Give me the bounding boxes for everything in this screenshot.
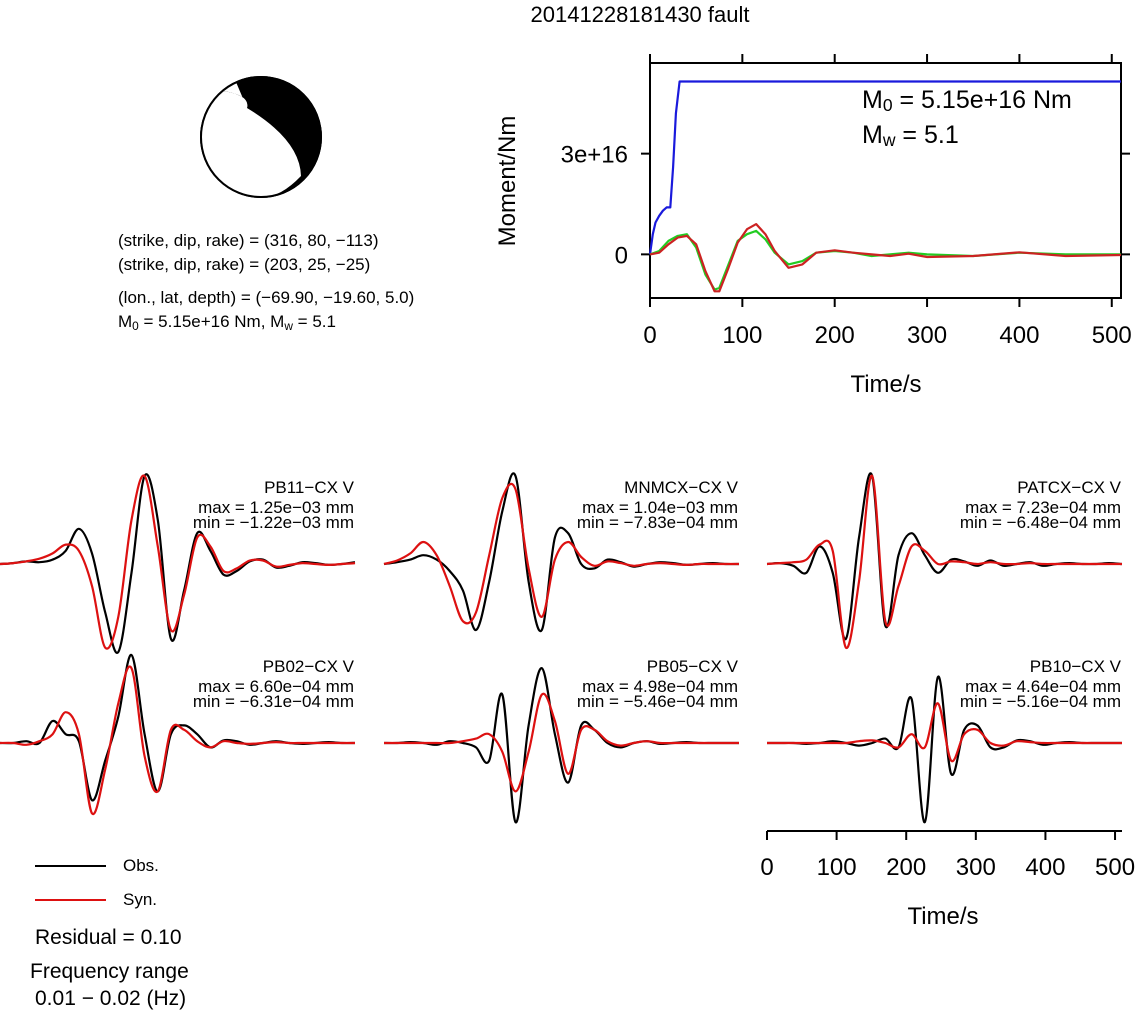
location-text: (lon., lat, depth) = (−69.90, −19.60, 5.… [118,288,415,307]
max-label: max = 4.98e−04 mm [582,677,738,696]
moment-series-0 [648,80,1121,255]
moment-m0-label: M0 = 5.15e+16 Nm [862,86,1072,115]
min-label: min = −6.31e−04 mm [193,692,354,711]
station-label: MNMCX−CX V [624,478,738,497]
syn-trace [767,702,1122,763]
moment-lines [648,80,1122,293]
waveform-xlabel: Time/s [907,903,978,930]
min-label: min = −7.83e−04 mm [577,513,738,532]
station-label: PB11−CX V [264,478,355,497]
station-label: PB10−CX V [1030,657,1122,676]
moment-ytick-label: 0 [615,242,628,269]
moment-xtick-label: 100 [722,322,762,349]
max-label: max = 1.25e−03 mm [198,498,354,517]
focal-mechanism-beachball [200,76,322,198]
moment-axes: 0 100 200 300 400 500 0 3e+16 [561,54,1132,349]
legend-syn-label: Syn. [123,890,158,909]
moment-series-2 [649,223,1122,293]
moment-panel-frame [649,62,1122,299]
moment-xtick-label: 200 [815,322,855,349]
waveform-xtick-label: 400 [1025,854,1065,881]
max-label: max = 6.60e−04 mm [198,677,354,696]
min-label: min = −5.16e−04 mm [960,692,1121,711]
waveform-xtick-label: 300 [956,854,996,881]
beachball-white-sliver [223,82,248,108]
min-label: min = −6.48e−04 mm [960,513,1121,532]
waveform-xtick-label: 200 [886,854,926,881]
waveform-xtick-label: 100 [817,854,857,881]
moment-xtick-label: 400 [999,322,1039,349]
syn-trace [384,692,739,793]
syn-trace [766,474,1122,649]
station-label: PB05−CX V [647,657,739,676]
min-label: min = −5.46e−04 mm [577,692,738,711]
frequency-range-title: Frequency range [30,960,189,983]
moment-xtick-label: 0 [643,322,656,349]
station-label: PATCX−CX V [1017,478,1121,497]
station-label: PB02−CX V [263,657,355,676]
moment-series-1 [649,229,1121,291]
figure-title: 20141228181430 fault [531,2,750,27]
syn-trace [0,474,356,650]
min-label: min = −1.22e−03 mm [193,513,354,532]
max-label: max = 7.23e−04 mm [965,498,1121,517]
moment-mw-label: Mw = 5.1 [862,121,959,150]
frequency-range-value: 0.01 − 0.02 (Hz) [35,987,187,1010]
moment-panel: 0 100 200 300 400 500 0 3e+16 Moment/Nm Time/s [494,54,1132,398]
syn-trace [383,482,739,625]
moment-xtick-label: 300 [907,322,947,349]
syn-trace [0,665,355,816]
beachball-white-quadrant [201,91,301,198]
max-label: max = 1.04e−03 mm [582,498,738,517]
waveform-time-axis: 0 100 200 300 400 500 [760,830,1135,881]
max-label: max = 4.64e−04 mm [965,677,1121,696]
moment-xlabel: Time/s [850,371,921,398]
plane2-text: (strike, dip, rake) = (203, 25, −25) [118,255,371,274]
residual-text: Residual = 0.10 [35,926,182,949]
moment-ylabel: Moment/Nm [494,116,521,247]
moment-summary-text: M0 = 5.15e+16 Nm, Mw = 5.1 [118,312,336,333]
moment-ytick-label: 3e+16 [561,142,628,169]
plane1-text: (strike, dip, rake) = (316, 80, −113) [118,231,379,250]
moment-xtick-label: 500 [1092,322,1132,349]
waveform-xtick-label: 0 [760,854,773,881]
waveform-xtick-label: 500 [1095,854,1135,881]
legend-obs-label: Obs. [123,856,159,875]
